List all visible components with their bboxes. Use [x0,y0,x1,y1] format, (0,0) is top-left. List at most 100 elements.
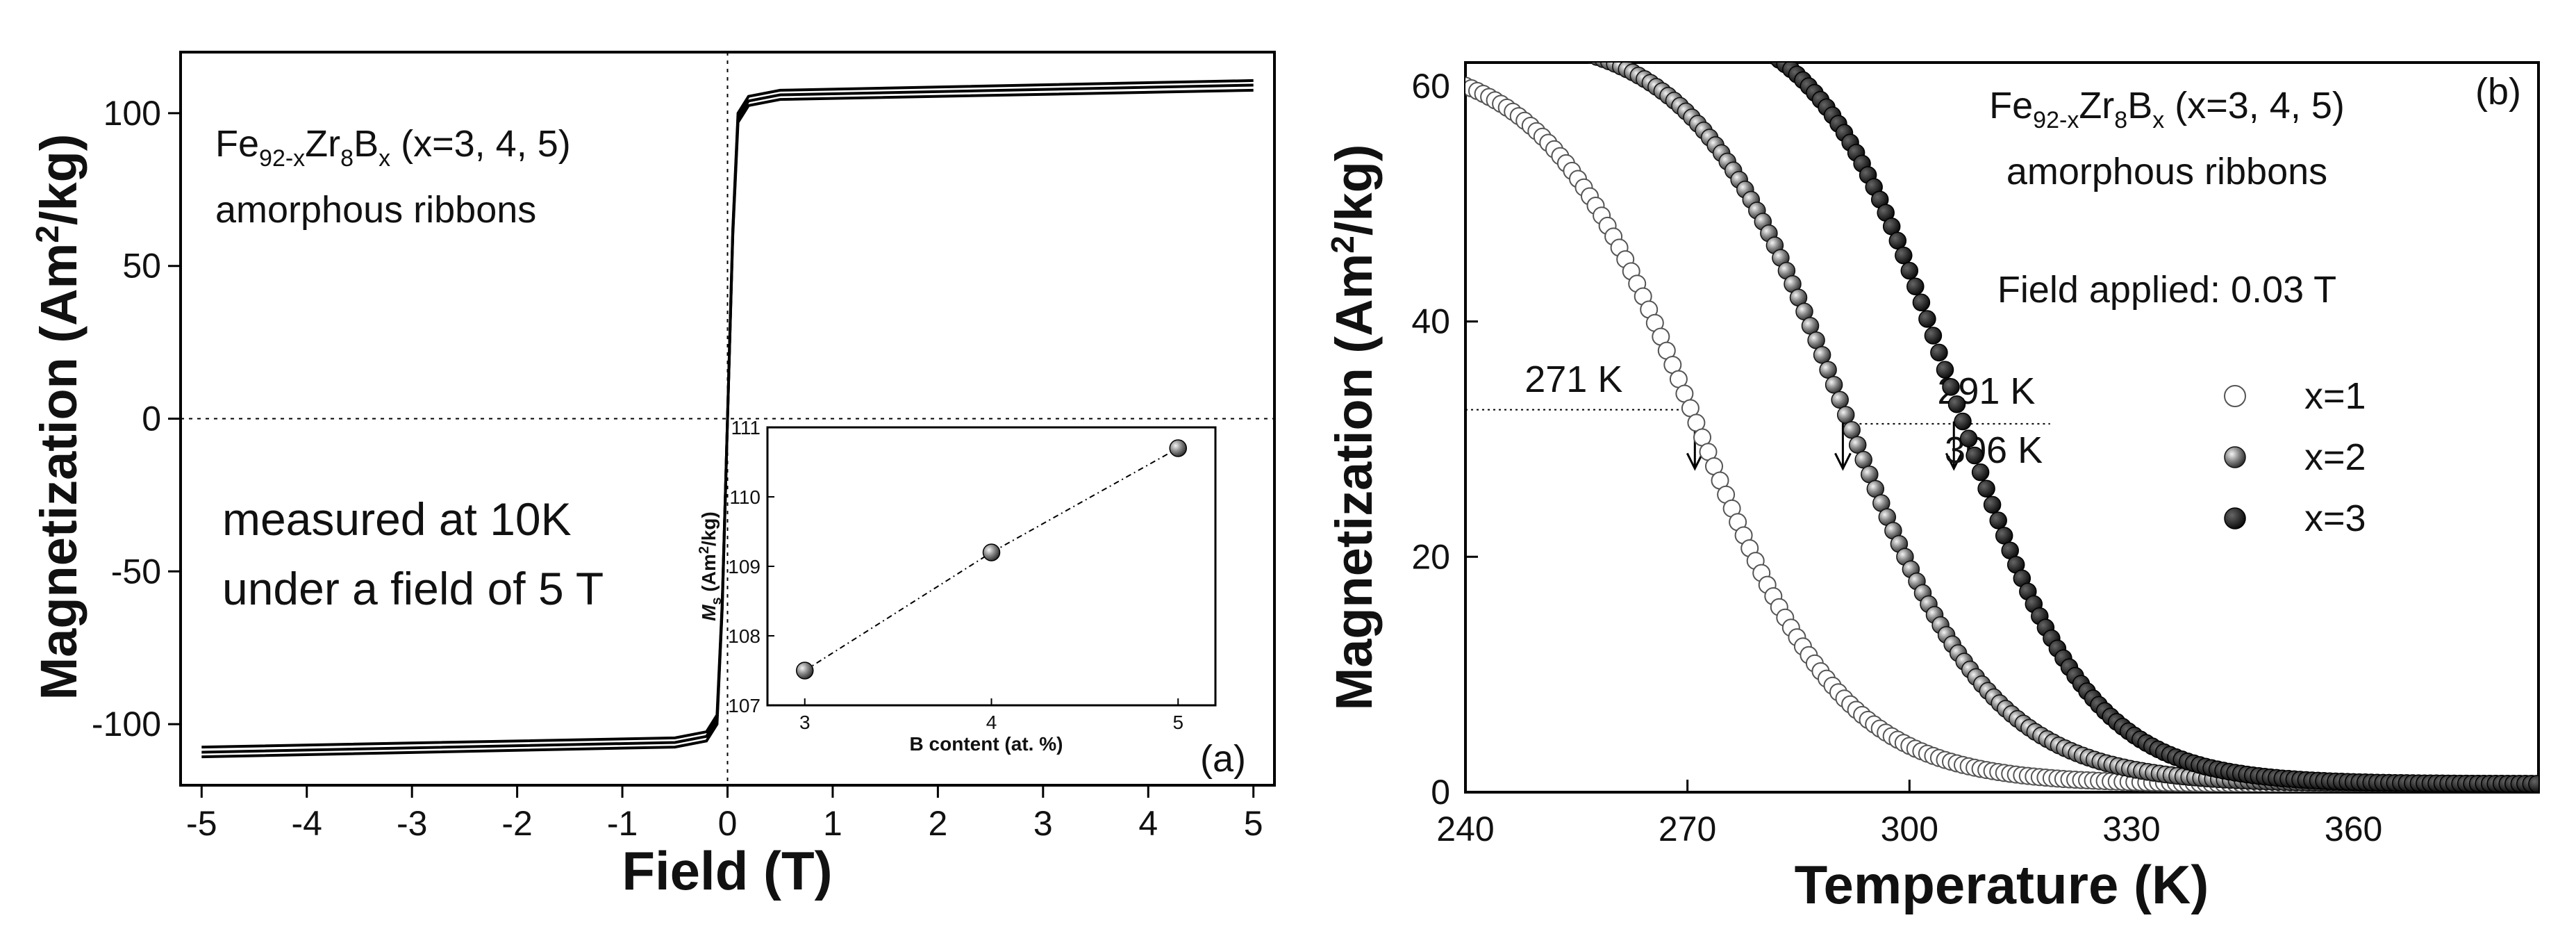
panel-b-y-axis-title: Magnetization (Am2/kg) [1324,145,1383,711]
panel-a-measurement-line2: under a field of 5 T [222,563,604,614]
panel-b-point-x-3 [1688,15,1704,31]
panel-b-point-x-2 [1559,40,1576,57]
curie-temperature-label: 271 K [1524,359,1622,400]
legend-label-x-3: x=3 [2304,498,2366,539]
panel-b-x-tick-label: 360 [2325,810,2382,848]
panel-b-sample-label: amorphous ribbons [2006,151,2327,192]
panel-b-x-axis-title: Temperature (K) [1795,854,2209,915]
panel-a: -5 -4 -3 -2 -1 0 1 2 3 4 5 -100 -50 0 50 100 Fe92-xZr8B… [29,51,1276,901]
panel-b-point-x-3 [1906,277,1925,295]
panel-b-point-x-3 [1676,13,1693,29]
panel-b-point-x-2 [1819,361,1837,379]
panel-a-x-axis-title: Field (T) [622,840,832,901]
panel-a-reference-lines [181,52,1274,785]
panel-a-y-tick-label: -100 [92,705,161,744]
panel-a-x-tick-label: -5 [186,804,217,843]
panel-b-point-x-2 [1843,420,1861,439]
legend-label-x-2: x=2 [2304,436,2366,478]
panel-b-point-x-3 [1900,261,1919,280]
panel-b-point-x-2 [1554,39,1570,56]
panel-b-point-x-3 [1729,28,1746,44]
panel-b-x-tick-label: 300 [1881,810,1938,848]
curie-arrow-head [1834,452,1852,471]
inset-x-axis-title: B content (at. %) [910,733,1063,755]
panel-b-y-tick-label: 0 [1431,773,1450,812]
panel-a-y-axis-title: Magnetization (Am2/kg) [29,134,88,700]
panel-b-point-x-2 [1586,63,1597,65]
inset-point [796,662,814,680]
inset-point [982,543,1001,561]
panel-b-x-tick-label: 240 [1436,810,1494,848]
panel-b-point-x-3 [1942,378,1960,396]
panel-b-point-x-3 [1652,8,1669,25]
panel-a-x-tick-label: -4 [291,804,322,843]
panel-b-point-x-3 [1759,44,1776,60]
panel-b-point-x-3 [1640,7,1657,24]
panel-b-point-x-3 [1918,310,1936,328]
panel-b-point-x-3 [1989,511,2007,530]
panel-a-measurement-line1: measured at 10K [222,493,572,545]
panel-a-x-tick-label: 0 [718,804,738,843]
inset-y-axis-title: Ms (Am2/kg) [697,511,724,621]
panel-a-hysteresis-curves [201,79,1254,759]
hysteresis-curve-x-5 [201,79,1254,759]
panel-b-point-x-3 [1995,527,2013,545]
panel-b-point-x-3 [1664,10,1681,27]
legend-marker-x-3 [2224,507,2246,530]
panel-b-point-x-3 [1670,11,1687,28]
panel-b-point-x-2 [1813,346,1831,364]
panel-a-x-tick-label: 2 [928,804,947,843]
panel-b-point-x-3 [1659,9,1675,26]
panel-a-x-tick-label: 5 [1244,804,1263,843]
panel-b-point-x-3 [1635,6,1652,23]
panel-b-point-x-3 [1736,31,1752,47]
panel-b-point-x-3 [1700,18,1717,35]
inset-y-tick-label: 110 [729,486,761,508]
panel-b-point-x-2 [1831,391,1849,409]
curie-temperature-label: 306 K [1945,429,2043,471]
panel-b-point-x-3 [1966,446,1984,465]
panel-b-point-x-3 [1977,479,1995,498]
panel-b-point-x-3 [1983,495,2002,514]
panel-b-frame [1464,61,2540,794]
panel-b-y-tick-label: 20 [1411,537,1450,576]
panel-b-point-x-3 [1912,293,1931,312]
panel-b-point-x-3 [1647,8,1663,24]
panel-b-label: (b) [2475,71,2521,113]
panel-a-label: (a) [1200,738,1246,780]
panel-a-y-tick-label: 0 [142,400,161,438]
panel-a-x-tick-label: 4 [1138,804,1158,843]
panel-b-point-x-2 [1836,406,1855,424]
panel-a-sample-label: amorphous ribbons [215,189,536,231]
legend-marker-x-1 [2224,385,2246,407]
panel-a-y-tick-label: 100 [103,94,161,133]
panel-b-point-x-3 [1895,246,1913,265]
curie-arrow-head [1686,452,1704,471]
panel-b-x-tick-label: 330 [2102,810,2160,848]
panel-b-point-x-3 [1888,231,1907,250]
panel-b-point-x-2 [1848,436,1867,454]
panel-b-point-x-3 [1936,361,1954,379]
panel-b-point-x-3 [1741,33,1758,50]
panel-b-point-x-3 [2528,775,2538,792]
panel-b-point-x-3 [1959,429,1978,448]
inset-x-tick-label: 3 [799,712,811,733]
panel-a-ticks: -5 -4 -3 -2 -1 0 1 2 3 4 5 -100 -50 0 50 100 [92,94,1263,843]
panel-a-inset: 3 4 5 107 108 109 110 111 B content (at. %) Ms … [697,417,1217,755]
panel-a-composition-label: Fe92-xZr8Bx (x=3, 4, 5) [215,123,571,172]
inset-points [796,439,1187,680]
inset-x-tick-label: 5 [1172,712,1183,733]
panel-b-x-tick-label: 270 [1659,810,1716,848]
panel-a-y-tick-label: -50 [111,552,161,591]
panel-b-point-x-3 [1954,412,1972,431]
inset-ticks: 3 4 5 107 108 109 110 111 [728,417,1183,733]
curie-arrow-head [1945,452,1963,471]
panel-b-y-tick-label: 60 [1411,67,1450,106]
inset-y-tick-label: 108 [728,625,761,647]
panel-a-x-tick-label: 3 [1033,804,1053,843]
inset-x-tick-label: 4 [986,712,997,733]
inset-y-tick-label: 107 [728,695,761,716]
inset-y-tick-label: 111 [731,417,761,438]
panel-b-point-x-3 [1682,13,1699,30]
